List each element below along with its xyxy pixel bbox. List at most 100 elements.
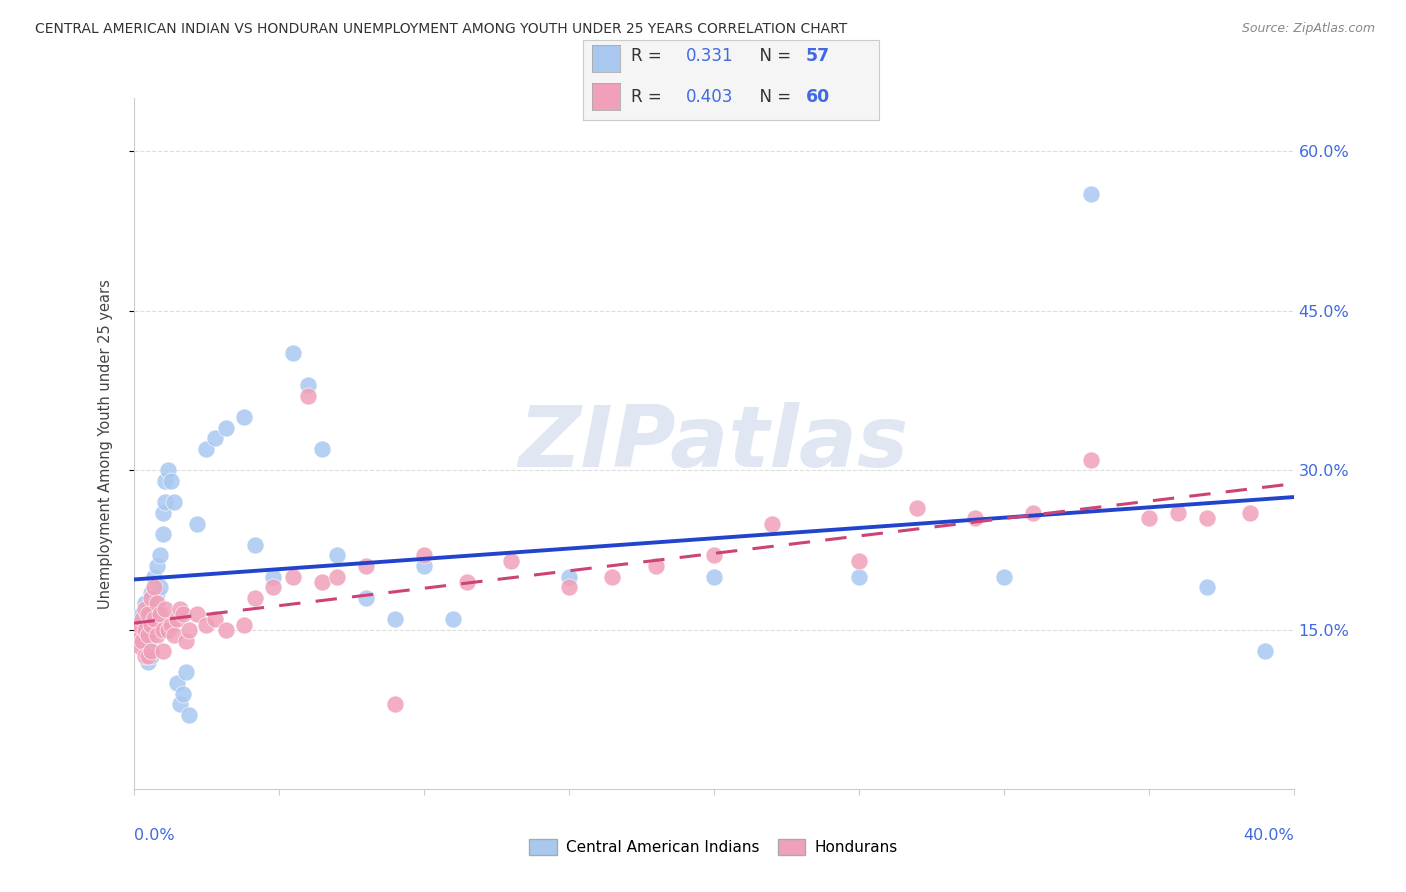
Point: [152, 644, 174, 658]
Point: [354, 591, 377, 605]
Point: [281, 346, 304, 360]
Point: [160, 474, 183, 488]
Point: [136, 628, 159, 642]
Point: [155, 474, 177, 488]
Point: [142, 623, 165, 637]
Point: [174, 665, 197, 680]
Y-axis label: Unemployment Among Youth under 25 years: Unemployment Among Youth under 25 years: [98, 279, 112, 608]
Point: [1137, 511, 1160, 525]
Point: [963, 511, 986, 525]
Point: [848, 554, 870, 568]
Point: [166, 612, 188, 626]
Point: [139, 585, 162, 599]
Point: [311, 575, 333, 590]
Point: [134, 644, 156, 658]
Text: 57: 57: [806, 47, 830, 65]
Point: [456, 575, 478, 590]
Point: [136, 601, 159, 615]
Point: [134, 623, 156, 637]
Point: [169, 698, 191, 712]
Point: [195, 617, 218, 632]
Point: [142, 612, 165, 626]
Point: [166, 676, 188, 690]
Point: [177, 708, 200, 723]
Point: [232, 617, 254, 632]
Point: [146, 585, 169, 599]
Point: [169, 601, 191, 615]
Point: [149, 607, 172, 621]
Point: [155, 601, 177, 615]
Point: [245, 538, 267, 552]
Point: [499, 554, 522, 568]
Point: [232, 410, 254, 425]
Point: [136, 607, 159, 621]
Point: [993, 570, 1015, 584]
Point: [1195, 580, 1218, 594]
Point: [152, 527, 174, 541]
Point: [177, 623, 200, 637]
Point: [172, 687, 194, 701]
Point: [1253, 644, 1275, 658]
Point: [149, 549, 172, 563]
Text: N =: N =: [749, 47, 797, 65]
Point: [262, 570, 284, 584]
Point: [146, 596, 169, 610]
Point: [1195, 511, 1218, 525]
Legend: Central American Indians, Hondurans: Central American Indians, Hondurans: [523, 832, 904, 862]
Point: [139, 607, 162, 621]
Point: [245, 591, 267, 605]
Text: ZIPatlas: ZIPatlas: [519, 402, 908, 485]
Point: [174, 633, 197, 648]
Point: [281, 570, 304, 584]
Point: [139, 644, 162, 658]
Point: [146, 628, 169, 642]
Text: CENTRAL AMERICAN INDIAN VS HONDURAN UNEMPLOYMENT AMONG YOUTH UNDER 25 YEARS CORR: CENTRAL AMERICAN INDIAN VS HONDURAN UNEM…: [35, 22, 848, 37]
Point: [142, 596, 165, 610]
Point: [128, 639, 150, 653]
Point: [412, 559, 434, 574]
Point: [441, 612, 464, 626]
Point: [325, 549, 347, 563]
Point: [152, 506, 174, 520]
Point: [128, 612, 150, 626]
Point: [262, 580, 284, 594]
Point: [761, 516, 783, 531]
Point: [172, 607, 194, 621]
Point: [134, 649, 156, 664]
Point: [131, 633, 153, 648]
Point: [1021, 506, 1043, 520]
Point: [142, 580, 165, 594]
Text: Source: ZipAtlas.com: Source: ZipAtlas.com: [1241, 22, 1375, 36]
Point: [1080, 186, 1102, 201]
Point: [600, 570, 623, 584]
Point: [134, 596, 156, 610]
Text: N =: N =: [749, 88, 797, 106]
Point: [125, 617, 148, 632]
Point: [149, 580, 172, 594]
Point: [848, 570, 870, 584]
Text: 0.331: 0.331: [686, 47, 734, 65]
Point: [311, 442, 333, 456]
Point: [128, 617, 150, 632]
Point: [1080, 452, 1102, 467]
Text: 0.0%: 0.0%: [134, 828, 174, 843]
Point: [703, 570, 725, 584]
Point: [136, 617, 159, 632]
Point: [905, 500, 928, 515]
Point: [297, 389, 319, 403]
Point: [160, 617, 183, 632]
Point: [354, 559, 377, 574]
Point: [557, 580, 579, 594]
Point: [139, 591, 162, 605]
Point: [557, 570, 579, 584]
Point: [136, 655, 159, 669]
Point: [139, 617, 162, 632]
Point: [215, 623, 238, 637]
Point: [384, 698, 406, 712]
Point: [1166, 506, 1188, 520]
Text: R =: R =: [631, 88, 668, 106]
Point: [134, 601, 156, 615]
Point: [131, 612, 153, 626]
Point: [136, 649, 159, 664]
Point: [139, 649, 162, 664]
